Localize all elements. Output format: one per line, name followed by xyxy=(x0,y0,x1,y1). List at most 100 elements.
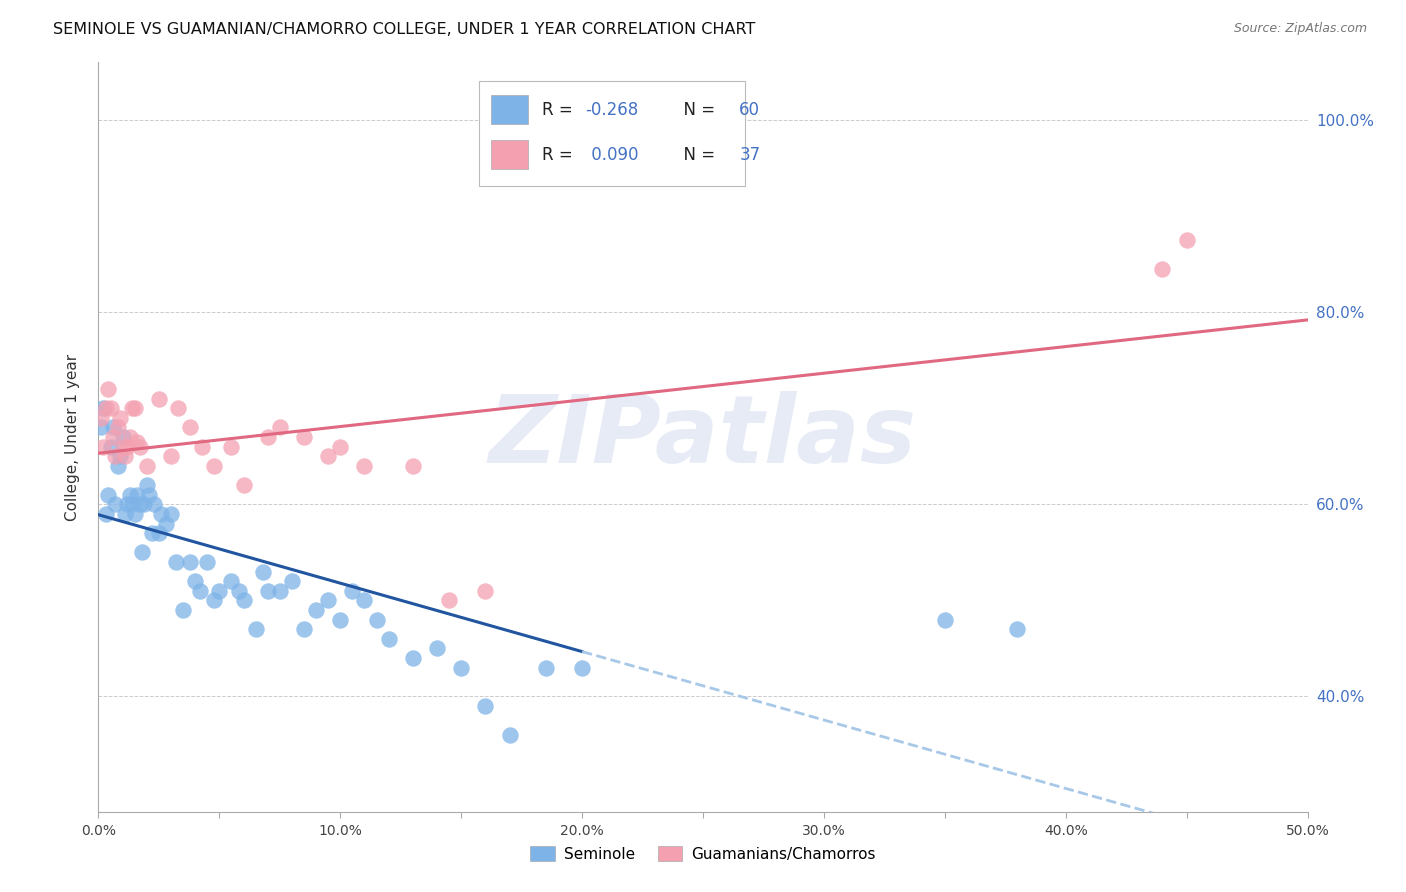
Point xyxy=(134,497,156,511)
Point xyxy=(221,440,243,454)
Point xyxy=(94,507,117,521)
Point xyxy=(208,583,231,598)
Point xyxy=(118,488,141,502)
Point xyxy=(1007,622,1029,636)
Point xyxy=(402,651,425,665)
Point xyxy=(150,507,173,521)
Text: 0.090: 0.090 xyxy=(586,145,638,163)
Point xyxy=(232,478,254,492)
Point xyxy=(402,458,425,473)
Point xyxy=(450,660,472,674)
Point xyxy=(117,497,139,511)
Point xyxy=(232,593,254,607)
Bar xyxy=(492,140,527,169)
Point xyxy=(108,450,131,464)
Point xyxy=(571,660,593,674)
Point xyxy=(104,497,127,511)
Point xyxy=(131,545,153,559)
Point xyxy=(353,458,375,473)
Point xyxy=(160,507,183,521)
Point xyxy=(124,507,146,521)
Point xyxy=(252,565,274,579)
Point xyxy=(97,382,120,396)
Point xyxy=(127,434,149,449)
Point xyxy=(143,497,166,511)
Point xyxy=(167,401,190,416)
Point xyxy=(329,613,352,627)
Bar xyxy=(492,95,527,124)
Point xyxy=(191,440,214,454)
Point xyxy=(305,603,328,617)
Point xyxy=(228,583,250,598)
Point xyxy=(148,392,170,406)
Point xyxy=(281,574,304,589)
Point xyxy=(292,622,315,636)
Text: N =: N = xyxy=(672,145,720,163)
Point xyxy=(353,593,375,607)
Point xyxy=(474,583,496,598)
Point xyxy=(195,555,218,569)
Point xyxy=(1175,233,1198,247)
Point xyxy=(118,430,141,444)
Point xyxy=(97,488,120,502)
Point xyxy=(179,555,201,569)
Point xyxy=(91,401,114,416)
Point xyxy=(316,450,339,464)
Text: Source: ZipAtlas.com: Source: ZipAtlas.com xyxy=(1233,22,1367,36)
Point xyxy=(114,507,136,521)
Point xyxy=(135,478,157,492)
Point xyxy=(188,583,211,598)
Point xyxy=(245,622,267,636)
Point xyxy=(329,440,352,454)
Point xyxy=(498,728,520,742)
Point xyxy=(179,420,201,434)
Point xyxy=(148,526,170,541)
Point xyxy=(90,420,112,434)
Point xyxy=(292,430,315,444)
Point xyxy=(127,488,149,502)
Point xyxy=(100,401,122,416)
Point xyxy=(107,420,129,434)
Point xyxy=(269,420,291,434)
Point xyxy=(107,458,129,473)
Point xyxy=(184,574,207,589)
Point xyxy=(437,593,460,607)
Point xyxy=(204,458,226,473)
Point xyxy=(128,497,150,511)
Point xyxy=(366,613,388,627)
Point xyxy=(256,430,278,444)
Point xyxy=(111,430,134,444)
Point xyxy=(138,488,160,502)
Point xyxy=(128,440,150,454)
Point xyxy=(377,632,399,646)
Y-axis label: College, Under 1 year: College, Under 1 year xyxy=(65,353,80,521)
Point xyxy=(155,516,177,531)
Point xyxy=(172,603,194,617)
Point xyxy=(121,401,143,416)
Legend: Seminole, Guamanians/Chamorros: Seminole, Guamanians/Chamorros xyxy=(524,839,882,868)
Point xyxy=(160,450,183,464)
Text: R =: R = xyxy=(543,145,578,163)
Point xyxy=(91,440,114,454)
Point xyxy=(101,420,124,434)
Point xyxy=(316,593,339,607)
Point xyxy=(474,699,496,714)
Text: 60: 60 xyxy=(740,101,761,119)
Text: SEMINOLE VS GUAMANIAN/CHAMORRO COLLEGE, UNDER 1 YEAR CORRELATION CHART: SEMINOLE VS GUAMANIAN/CHAMORRO COLLEGE, … xyxy=(53,22,756,37)
Point xyxy=(269,583,291,598)
Point xyxy=(342,583,364,598)
Point xyxy=(100,440,122,454)
Point xyxy=(135,458,157,473)
Point xyxy=(111,440,134,454)
FancyBboxPatch shape xyxy=(479,81,745,186)
Point xyxy=(121,497,143,511)
Text: ZIPatlas: ZIPatlas xyxy=(489,391,917,483)
Text: -0.268: -0.268 xyxy=(586,101,638,119)
Point xyxy=(141,526,163,541)
Text: N =: N = xyxy=(672,101,720,119)
Point xyxy=(165,555,187,569)
Point xyxy=(104,450,127,464)
Text: R =: R = xyxy=(543,101,578,119)
Point xyxy=(108,410,131,425)
Point xyxy=(934,613,956,627)
